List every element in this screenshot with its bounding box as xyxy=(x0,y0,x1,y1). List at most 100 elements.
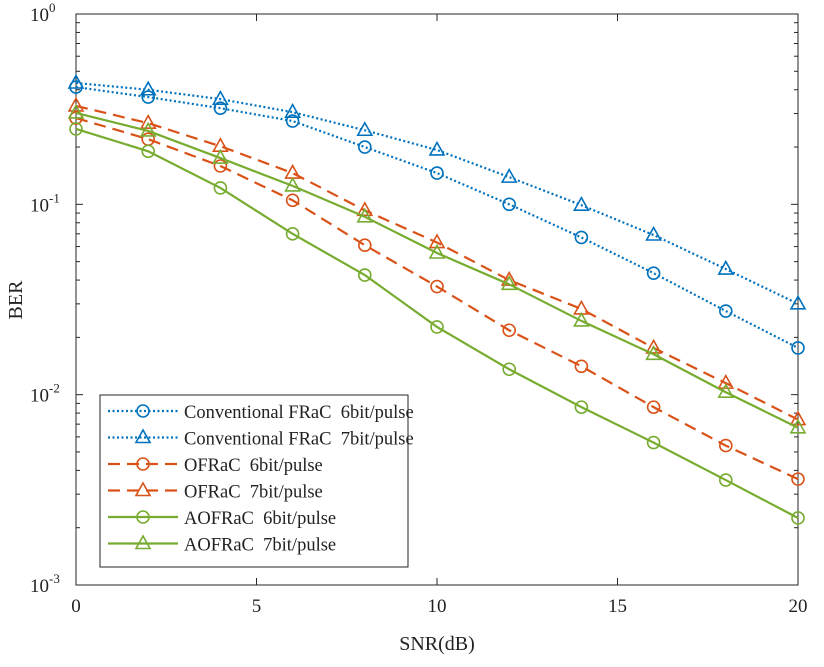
data-point-circle xyxy=(574,400,589,414)
legend-marker-triangle xyxy=(134,428,152,444)
data-point-circle xyxy=(791,511,805,525)
x-axis-label: SNR(dB) xyxy=(399,633,475,655)
data-point-circle xyxy=(213,159,228,173)
legend-marker-circle xyxy=(136,457,150,471)
series-4 xyxy=(69,122,805,525)
data-point-circle xyxy=(574,230,589,245)
series-line xyxy=(75,86,799,349)
data-point-circle xyxy=(718,304,733,318)
data-point-triangle xyxy=(212,90,229,105)
data-point-circle xyxy=(430,279,444,294)
data-point-circle xyxy=(791,341,805,355)
data-point-triangle xyxy=(284,176,301,192)
legend-item: OFRaC 7bit/pulse xyxy=(108,481,323,503)
data-point-triangle xyxy=(356,121,374,137)
y-axis-label: BER xyxy=(5,280,27,320)
data-point-triangle xyxy=(717,259,735,275)
data-point-triangle xyxy=(212,148,229,164)
data-point-triangle xyxy=(428,243,446,259)
series-line xyxy=(75,81,799,305)
data-point-triangle xyxy=(139,114,157,129)
data-point-triangle xyxy=(717,383,735,399)
data-point-triangle xyxy=(789,294,807,310)
data-point-triangle xyxy=(428,233,446,249)
legend-label: AOFRaC 7bit/pulse xyxy=(184,536,336,556)
data-point-triangle xyxy=(67,103,85,119)
y-tick-label: 10-1 xyxy=(30,190,60,216)
x-tick-label: 0 xyxy=(71,596,81,617)
data-point-circle xyxy=(646,266,661,280)
data-point-circle xyxy=(141,90,155,104)
data-point-circle xyxy=(357,238,372,252)
data-point-circle xyxy=(718,438,733,453)
data-point-triangle xyxy=(139,121,157,137)
data-point-circle xyxy=(213,181,228,195)
data-point-triangle xyxy=(428,140,446,156)
legend: Conventional FRaC 6bit/pulse Conventional… xyxy=(99,394,414,568)
data-point-triangle xyxy=(789,410,807,426)
data-point-circle xyxy=(285,193,300,208)
data-point-triangle xyxy=(356,201,374,217)
legend-item: AOFRaC 6bit/pulse xyxy=(108,509,336,529)
data-point-circle xyxy=(646,435,661,450)
data-point-circle xyxy=(791,472,805,486)
legend-item: AOFRaC 7bit/pulse xyxy=(108,534,336,556)
data-point-triangle xyxy=(645,338,662,354)
data-point-circle xyxy=(357,140,372,154)
legend-marker-triangle xyxy=(134,481,152,497)
series-line xyxy=(75,127,799,519)
legend-label: OFRaC 6bit/pulse xyxy=(184,456,323,476)
data-point-circle xyxy=(430,320,444,334)
data-point-triangle xyxy=(717,373,735,389)
x-tick-label: 10 xyxy=(428,596,447,617)
legend-label: Conventional FRaC 6bit/pulse xyxy=(184,403,414,423)
x-tick-label: 5 xyxy=(252,596,262,617)
legend-label: OFRaC 7bit/pulse xyxy=(184,483,323,503)
data-point-circle xyxy=(213,101,228,115)
data-point-circle xyxy=(502,362,517,377)
data-point-circle xyxy=(430,166,444,180)
data-point-triangle xyxy=(67,73,85,89)
x-tick-label: 20 xyxy=(789,596,808,617)
series-5 xyxy=(67,103,807,434)
data-point-circle xyxy=(69,122,83,136)
y-tick-label: 10-2 xyxy=(30,381,60,407)
data-point-triangle xyxy=(573,311,590,327)
series-1 xyxy=(67,73,807,310)
data-point-triangle xyxy=(284,103,301,118)
x-tick-label: 15 xyxy=(608,596,627,617)
data-point-circle xyxy=(285,227,300,241)
data-point-triangle xyxy=(139,80,157,96)
data-point-triangle xyxy=(789,418,807,434)
data-point-triangle xyxy=(356,207,374,223)
legend-label: AOFRaC 6bit/pulse xyxy=(184,509,336,529)
series-2 xyxy=(69,111,805,486)
data-point-circle xyxy=(646,400,661,414)
legend-marker-circle xyxy=(136,404,150,418)
legend-item: Conventional FRaC 7bit/pulse xyxy=(108,428,414,450)
data-point-circle xyxy=(718,473,733,487)
series-line xyxy=(75,111,799,429)
data-point-triangle xyxy=(645,345,662,361)
data-point-circle xyxy=(502,323,517,338)
y-tick-label: 10-3 xyxy=(30,571,60,597)
legend-marker-circle xyxy=(136,510,150,524)
data-point-circle xyxy=(285,114,300,128)
series-line xyxy=(75,104,799,421)
legend-marker-triangle xyxy=(134,534,152,550)
data-point-triangle xyxy=(573,196,590,211)
data-point-triangle xyxy=(500,167,518,183)
y-tick-label: 100 xyxy=(30,0,56,26)
legend-box xyxy=(99,394,409,568)
data-point-triangle xyxy=(500,275,518,291)
data-point-triangle xyxy=(67,96,85,112)
legend-item: OFRaC 6bit/pulse xyxy=(108,456,323,476)
data-point-triangle xyxy=(645,225,662,241)
series-line xyxy=(75,116,799,481)
data-point-circle xyxy=(357,268,372,282)
legend-item: Conventional FRaC 6bit/pulse xyxy=(108,403,414,423)
data-point-circle xyxy=(141,144,155,159)
data-point-circle xyxy=(502,197,517,212)
legend-label: Conventional FRaC 7bit/pulse xyxy=(184,430,414,450)
